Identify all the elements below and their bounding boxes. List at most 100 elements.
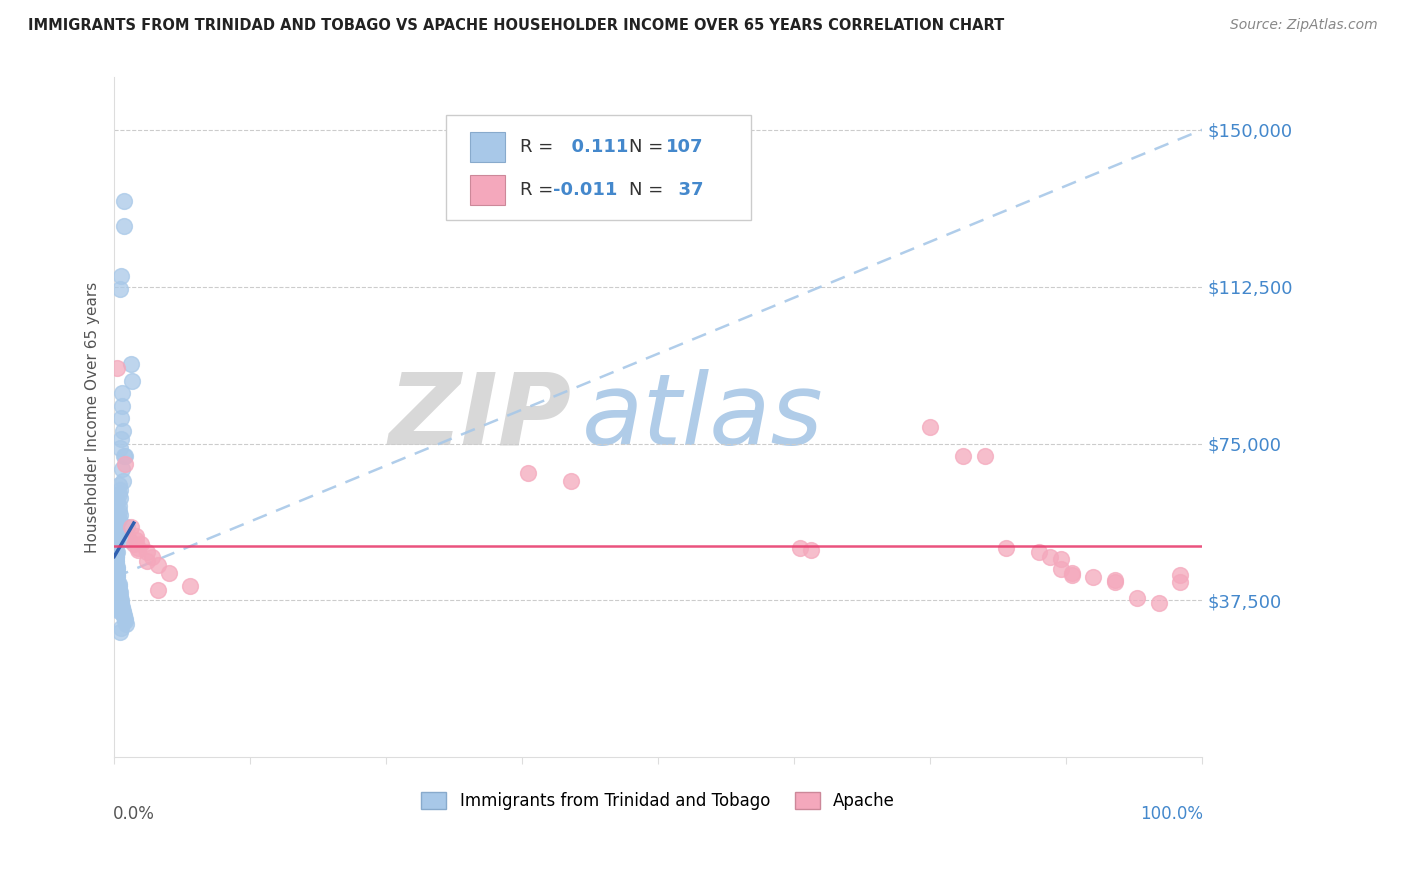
Point: [105, 549, 128, 564]
Point: [107, 503, 129, 517]
Point: [108, 282, 131, 296]
Point: [105, 556, 128, 570]
Point: [108, 441, 131, 455]
Point: [104, 568, 127, 582]
Point: [105, 599, 128, 614]
Point: [107, 478, 129, 492]
Point: [105, 573, 128, 587]
Point: [111, 424, 134, 438]
Point: [105, 537, 128, 551]
Point: [1170, 568, 1192, 582]
Point: [108, 624, 131, 639]
Point: [104, 554, 127, 568]
Point: [110, 269, 132, 284]
Point: [104, 548, 127, 562]
Point: [107, 361, 129, 376]
Point: [107, 582, 129, 597]
Point: [516, 466, 538, 480]
Point: [157, 566, 180, 581]
Point: [107, 487, 129, 501]
Point: [1083, 570, 1105, 584]
Point: [112, 610, 135, 624]
Y-axis label: Householder Income Over 65 years: Householder Income Over 65 years: [86, 282, 100, 553]
Point: [114, 612, 136, 626]
Point: [114, 615, 136, 629]
Point: [1104, 574, 1126, 589]
Point: [104, 541, 127, 556]
Text: R =: R =: [520, 181, 554, 199]
Text: ZIP: ZIP: [388, 369, 571, 466]
Point: [104, 541, 127, 556]
Point: [107, 516, 129, 530]
Text: 107: 107: [666, 138, 703, 156]
Point: [104, 556, 127, 570]
Point: [110, 433, 132, 447]
Point: [104, 551, 127, 566]
Text: 0.0%: 0.0%: [112, 805, 155, 823]
Point: [107, 495, 129, 509]
Point: [121, 374, 143, 388]
Point: [111, 474, 134, 488]
Point: [107, 582, 129, 597]
Point: [127, 543, 149, 558]
FancyBboxPatch shape: [470, 132, 505, 162]
Legend: Immigrants from Trinidad and Tobago, Apache: Immigrants from Trinidad and Tobago, Apa…: [415, 786, 901, 817]
Point: [107, 524, 129, 539]
Point: [135, 545, 157, 559]
Point: [105, 520, 128, 534]
Point: [104, 543, 127, 558]
Point: [110, 621, 132, 635]
Point: [995, 541, 1018, 556]
Point: [104, 574, 127, 589]
Point: [973, 449, 995, 463]
Point: [111, 386, 134, 401]
Point: [105, 528, 128, 542]
Text: 0.111: 0.111: [560, 138, 628, 156]
FancyBboxPatch shape: [446, 115, 751, 220]
Point: [107, 566, 129, 581]
Point: [105, 574, 128, 589]
Text: R =: R =: [520, 138, 554, 156]
Text: Source: ZipAtlas.com: Source: ZipAtlas.com: [1230, 18, 1378, 32]
Point: [110, 411, 132, 425]
Point: [111, 604, 134, 618]
Point: [104, 554, 127, 568]
Point: [108, 483, 131, 497]
Point: [105, 558, 128, 572]
Point: [111, 602, 134, 616]
Point: [104, 564, 127, 578]
Point: [1039, 549, 1062, 564]
Point: [104, 570, 127, 584]
Point: [107, 587, 129, 601]
Point: [111, 399, 134, 413]
Point: [108, 590, 131, 604]
Point: [112, 219, 135, 233]
Point: [1060, 566, 1083, 581]
Point: [104, 539, 127, 553]
Point: [104, 558, 127, 572]
Point: [125, 533, 148, 547]
Point: [125, 528, 148, 542]
Point: [120, 520, 142, 534]
Point: [107, 581, 129, 595]
Point: [105, 564, 128, 578]
Point: [104, 545, 127, 559]
Point: [105, 560, 128, 574]
Point: [108, 598, 131, 612]
Point: [107, 591, 129, 606]
Point: [107, 560, 129, 574]
Point: [105, 587, 128, 601]
Point: [789, 541, 811, 556]
Point: [105, 554, 128, 568]
Point: [146, 582, 169, 597]
Point: [114, 458, 136, 472]
Point: [112, 449, 135, 463]
Point: [112, 194, 135, 208]
Point: [1147, 596, 1170, 610]
Point: [111, 599, 134, 614]
Point: [117, 520, 139, 534]
Point: [111, 461, 134, 475]
Point: [108, 585, 131, 599]
Point: [118, 533, 141, 547]
Point: [127, 541, 149, 556]
